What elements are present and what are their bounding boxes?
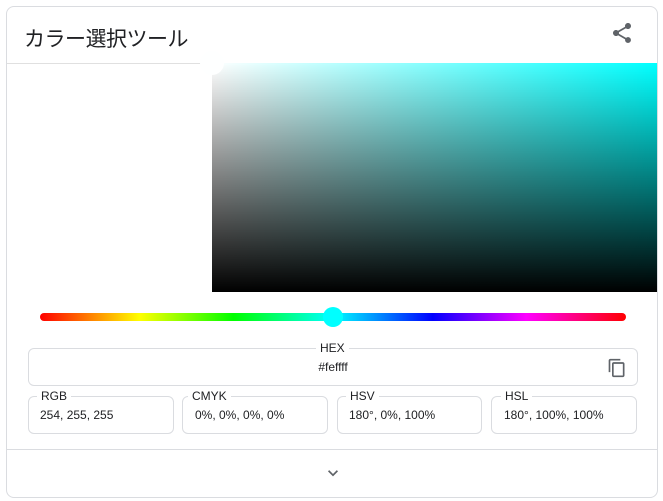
share-icon[interactable] — [610, 21, 634, 45]
rgb-value[interactable]: 254, 255, 255 — [40, 408, 114, 422]
hsv-field[interactable]: HSV 180°, 0%, 100% — [337, 389, 482, 434]
cmyk-field[interactable]: CMYK 0%, 0%, 0%, 0% — [182, 389, 328, 434]
header-divider — [7, 63, 212, 64]
color-picker-card: カラー選択ツール HEX #feffff RGB 254, 255, 255 C… — [6, 6, 658, 498]
hsl-value[interactable]: 180°, 100%, 100% — [504, 408, 604, 422]
footer-divider — [7, 449, 657, 450]
cmyk-label: CMYK — [188, 389, 231, 403]
hsv-value[interactable]: 180°, 0%, 100% — [349, 408, 436, 422]
card-title: カラー選択ツール — [24, 27, 189, 51]
hex-value[interactable]: #feffff — [318, 360, 348, 374]
hue-slider-thumb[interactable] — [323, 307, 343, 327]
saturation-value-handle[interactable] — [200, 51, 224, 75]
hsl-label: HSL — [501, 389, 533, 403]
saturation-value-area[interactable] — [200, 51, 657, 292]
hsl-field[interactable]: HSL 180°, 100%, 100% — [491, 389, 637, 434]
chevron-down-icon[interactable] — [323, 463, 343, 483]
rgb-field[interactable]: RGB 254, 255, 255 — [28, 389, 174, 434]
hex-label: HEX — [316, 341, 349, 355]
hsv-label: HSV — [346, 389, 379, 403]
hue-slider[interactable] — [40, 307, 626, 327]
copy-icon[interactable] — [607, 357, 627, 379]
cmyk-value[interactable]: 0%, 0%, 0%, 0% — [195, 408, 285, 422]
rgb-label: RGB — [37, 389, 72, 403]
hex-field[interactable]: HEX #feffff — [28, 341, 638, 386]
